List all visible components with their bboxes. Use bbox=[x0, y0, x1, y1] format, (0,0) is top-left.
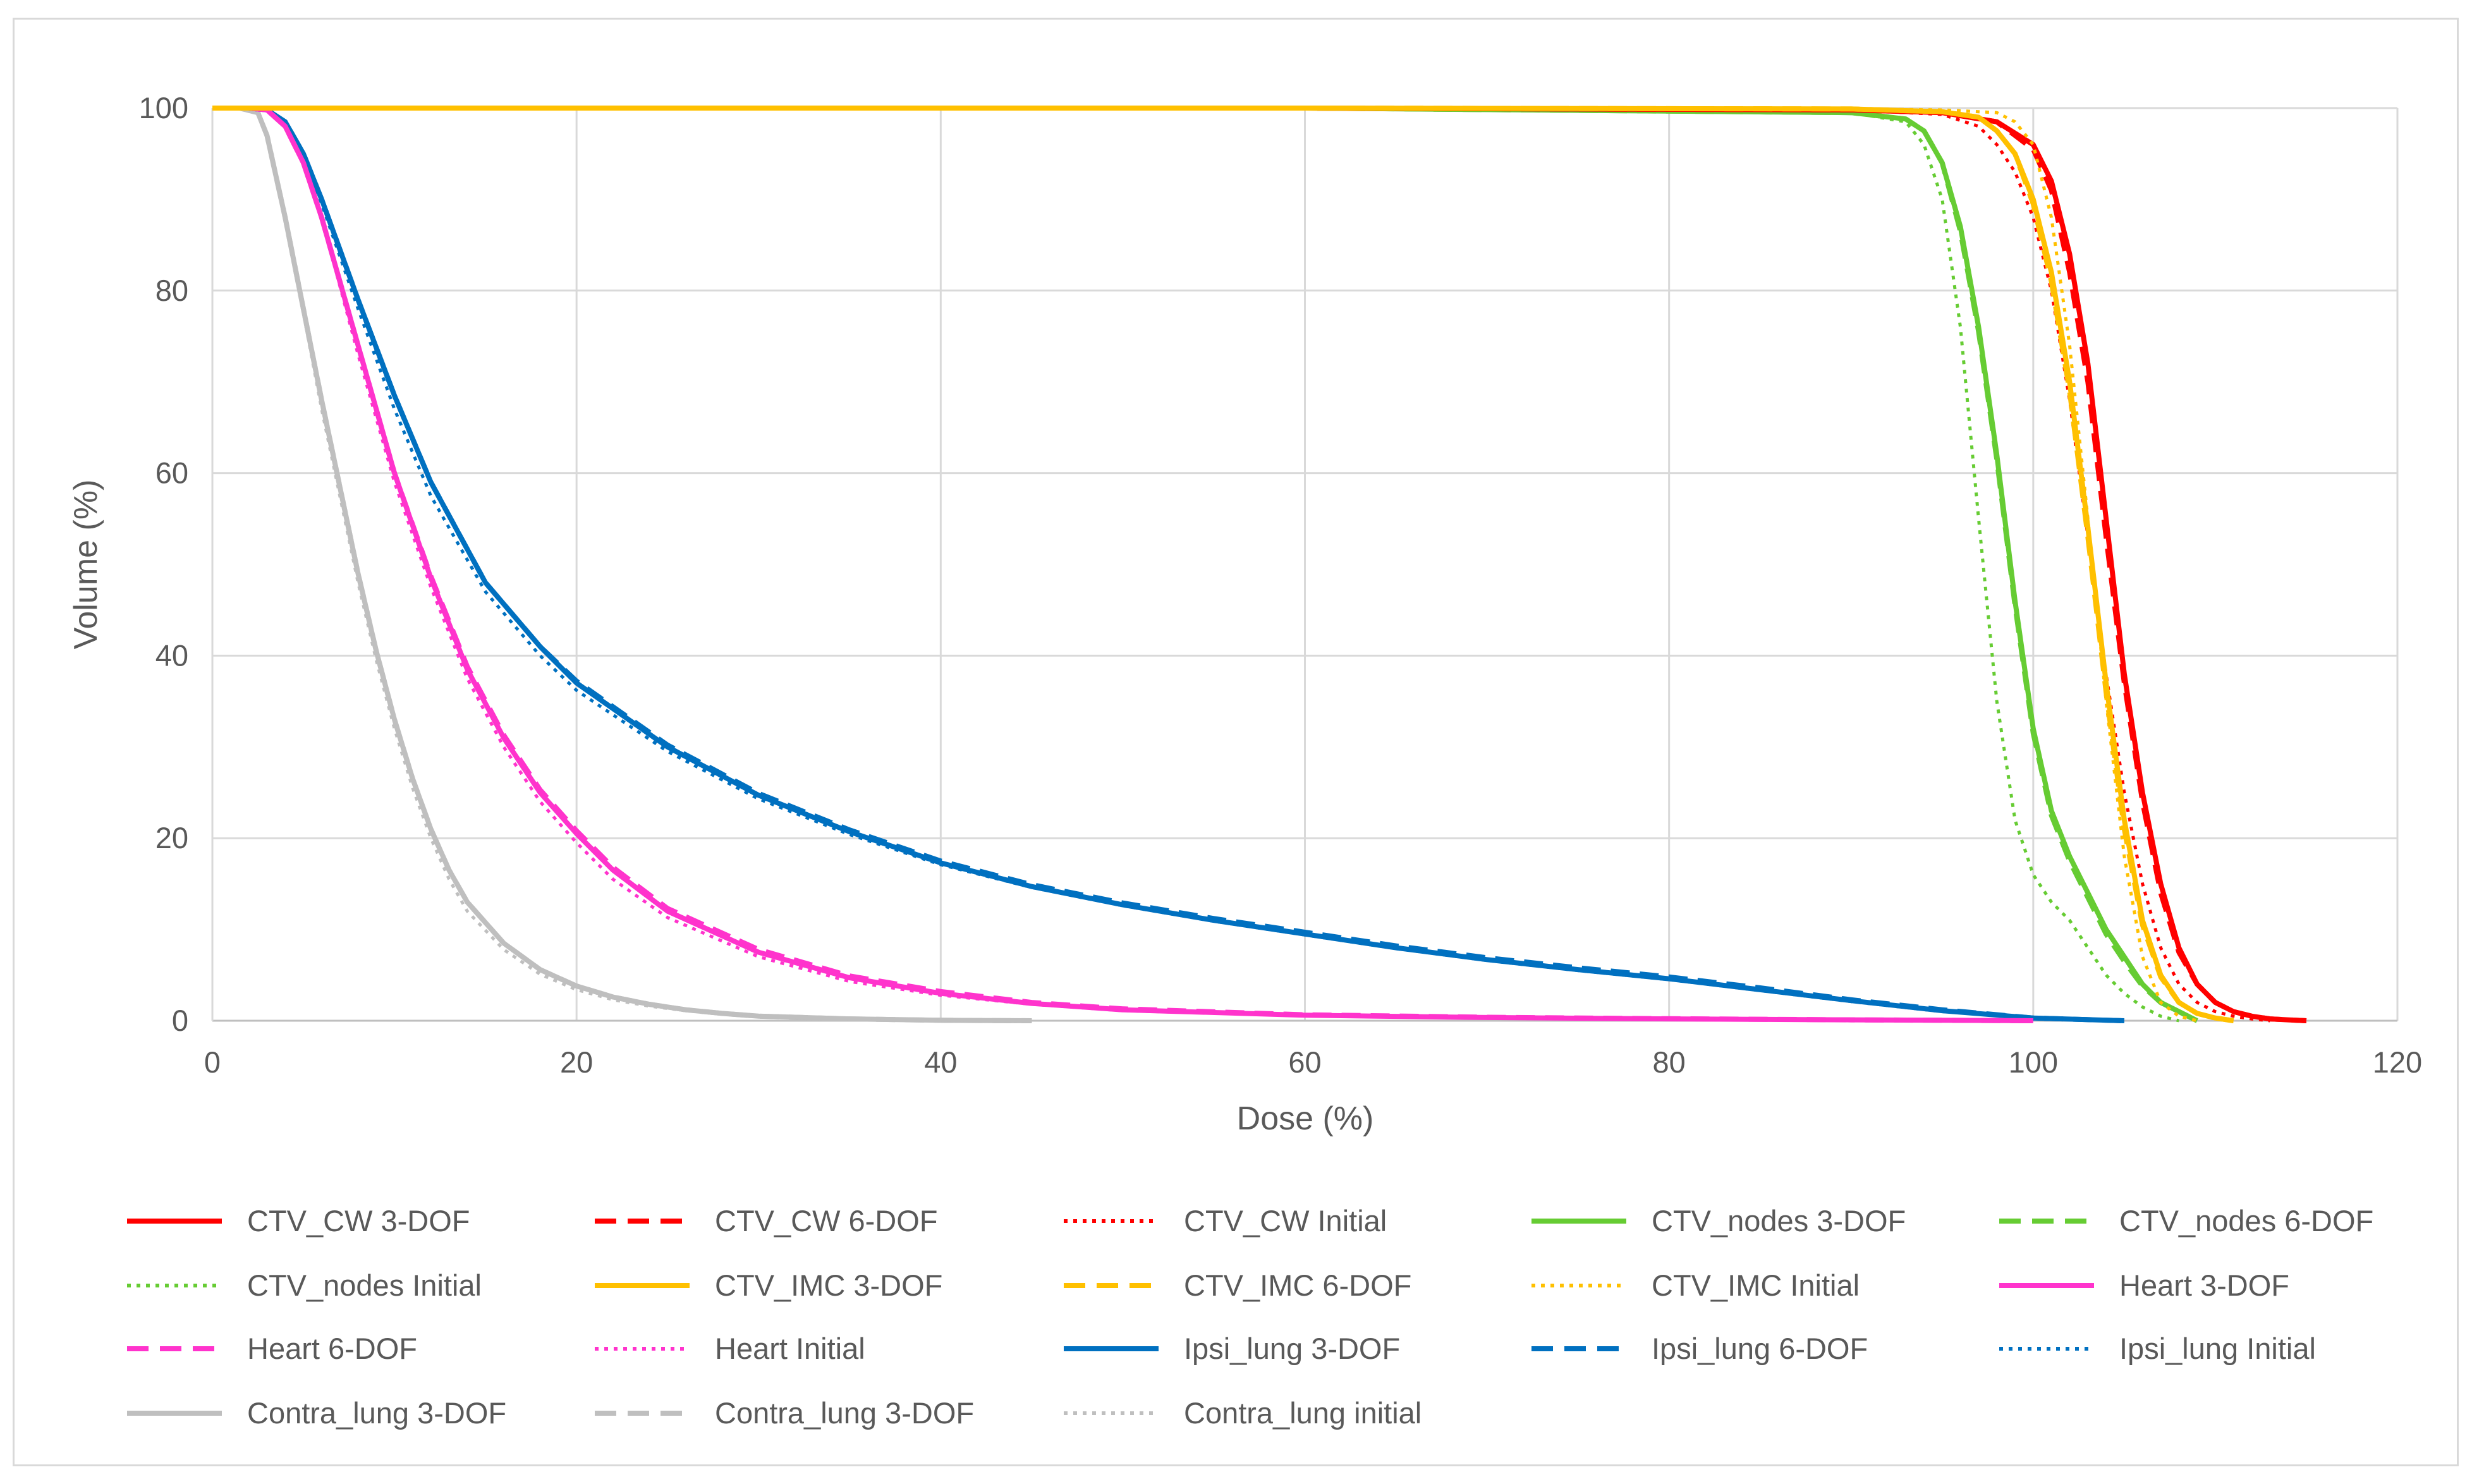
plot-area bbox=[212, 106, 2307, 1023]
legend-label: CTV_nodes 3-DOF bbox=[1652, 1204, 1906, 1238]
x-tick-label: 60 bbox=[1288, 1045, 1321, 1079]
series-line-ipsi-lung-initial-dot bbox=[212, 106, 2124, 1023]
legend-label: CTV_IMC 6-DOF bbox=[1184, 1268, 1411, 1302]
legend-entry: CTV_IMC 6-DOF bbox=[1064, 1268, 1411, 1302]
legend-label: CTV_IMC 3-DOF bbox=[715, 1268, 942, 1302]
series-line-heart-initial-dot bbox=[212, 106, 2033, 1023]
legend-entry: Contra_lung 3-DOF bbox=[127, 1396, 506, 1430]
legend-entry: CTV_IMC 3-DOF bbox=[595, 1268, 942, 1302]
series-line-heart-3-dof-solid bbox=[212, 106, 2033, 1023]
legend-label: Ipsi_lung 3-DOF bbox=[1184, 1332, 1400, 1365]
chart-frame: 0 20 40 60 80 100 120 0 20 40 60 80 100 Dose (%) Vol… bbox=[13, 18, 2459, 1466]
series-line-contra-lung-3-dof-dash bbox=[212, 106, 1032, 1023]
y-tick-label: 80 bbox=[155, 274, 188, 307]
y-tick-label: 0 bbox=[172, 1004, 188, 1037]
legend-entry: CTV_nodes 3-DOF bbox=[1531, 1204, 1906, 1238]
legend-label: CTV_CW 6-DOF bbox=[715, 1204, 938, 1238]
series-line-heart-6-dof-dash bbox=[212, 106, 2033, 1023]
series-line-ctv-imc-6-dof-dash bbox=[212, 106, 2234, 1023]
series-line-ctv-cw-6-dof-dash bbox=[212, 106, 2307, 1023]
legend-entry: CTV_nodes Initial bbox=[127, 1268, 482, 1302]
series-line-ipsi-lung-3-dof-solid bbox=[212, 106, 2125, 1023]
legend-label: Heart Initial bbox=[715, 1332, 865, 1365]
series-line-ctv-nodes-3-dof-solid bbox=[212, 106, 2198, 1023]
series-line-ctv-nodes-6-dof-dash bbox=[212, 106, 2198, 1023]
series-line-ctv-nodes-initial-dot bbox=[212, 106, 2179, 1023]
legend-entry: Ipsi_lung Initial bbox=[1999, 1332, 2316, 1365]
legend-entry: CTV_IMC Initial bbox=[1531, 1268, 1860, 1302]
legend-label: Contra_lung initial bbox=[1184, 1396, 1422, 1430]
legend-entry: Heart 3-DOF bbox=[1999, 1268, 2289, 1302]
legend-label: CTV_nodes Initial bbox=[247, 1268, 482, 1302]
legend-label: Heart 6-DOF bbox=[247, 1332, 417, 1365]
legend-entry: Contra_lung initial bbox=[1064, 1396, 1422, 1430]
series-line-ctv-imc-3-dof-solid bbox=[212, 106, 2234, 1023]
legend-label: CTV_CW Initial bbox=[1184, 1204, 1387, 1238]
y-axis-title: Volume (%) bbox=[68, 480, 104, 650]
series-line-contra-lung-initial-dot bbox=[212, 106, 1032, 1023]
y-tick-label: 100 bbox=[139, 91, 188, 125]
legend-entry: CTV_CW 3-DOF bbox=[127, 1204, 470, 1238]
legend-label: Heart 3-DOF bbox=[2119, 1268, 2289, 1302]
y-tick-label: 20 bbox=[155, 821, 188, 855]
x-tick-label: 20 bbox=[560, 1045, 593, 1079]
series-line-ipsi-lung-6-dof-dash bbox=[212, 106, 2125, 1023]
x-tick-label: 100 bbox=[2009, 1045, 2058, 1079]
legend-label: Contra_lung 3-DOF bbox=[247, 1396, 506, 1430]
x-axis-title: Dose (%) bbox=[1237, 1100, 1374, 1137]
legend-label: Ipsi_lung 6-DOF bbox=[1652, 1332, 1868, 1365]
legend-entry: CTV_CW Initial bbox=[1064, 1204, 1387, 1238]
legend-entry: Heart 6-DOF bbox=[127, 1332, 417, 1365]
legend-label: CTV_nodes 6-DOF bbox=[2119, 1204, 2373, 1238]
legend-label: CTV_CW 3-DOF bbox=[247, 1204, 470, 1238]
x-tick-label: 80 bbox=[1653, 1045, 1686, 1079]
legend-entry: Heart Initial bbox=[595, 1332, 865, 1365]
legend-entry: Ipsi_lung 3-DOF bbox=[1064, 1332, 1400, 1365]
y-tick-label: 40 bbox=[155, 638, 188, 672]
legend-entry: CTV_CW 6-DOF bbox=[595, 1204, 938, 1238]
legend-entry: CTV_nodes 6-DOF bbox=[1999, 1204, 2373, 1238]
axes bbox=[211, 108, 2397, 1022]
y-tick-label: 60 bbox=[155, 456, 188, 490]
x-tick-label: 40 bbox=[924, 1045, 957, 1079]
legend-label: CTV_IMC Initial bbox=[1652, 1268, 1860, 1302]
legend: CTV_CW 3-DOF CTV_CW 6-DOF CTV_CW Initial CT… bbox=[127, 1204, 2373, 1430]
legend-entry: Ipsi_lung 6-DOF bbox=[1531, 1332, 1868, 1365]
legend-label: Contra_lung 3-DOF bbox=[715, 1396, 974, 1430]
tick-labels: 0 20 40 60 80 100 120 0 20 40 60 80 100 bbox=[139, 91, 2423, 1079]
x-tick-label: 120 bbox=[2373, 1045, 2422, 1079]
series-line-ctv-imc-initial-dot bbox=[212, 106, 2198, 1023]
legend-entry: Contra_lung 3-DOF bbox=[595, 1396, 974, 1430]
x-tick-label: 0 bbox=[204, 1045, 221, 1079]
legend-label: Ipsi_lung Initial bbox=[2119, 1332, 2316, 1365]
dvh-chart: 0 20 40 60 80 100 120 0 20 40 60 80 100 Dose (%) Vol… bbox=[68, 91, 2423, 1430]
series-line-ctv-cw-3-dof-solid bbox=[212, 106, 2307, 1023]
